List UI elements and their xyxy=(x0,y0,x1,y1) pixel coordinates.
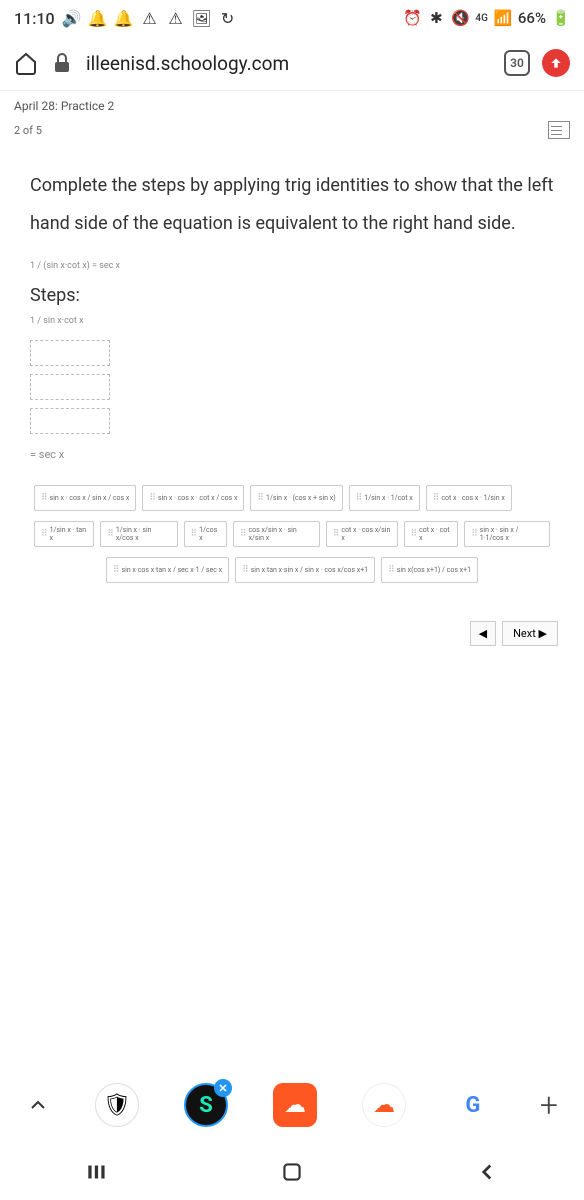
next-button[interactable]: Next ▶ xyxy=(502,621,558,646)
clock: 11:10 xyxy=(14,9,55,28)
tile[interactable]: ⠿cot x · cos x · 1/sin x xyxy=(426,485,512,511)
progress-label: 2 of 5 xyxy=(14,124,42,137)
lock-icon xyxy=(50,51,74,75)
grip-icon: ⠿ xyxy=(388,565,394,575)
grip-icon: ⠿ xyxy=(356,493,362,503)
tile[interactable]: ⠿sin x · cos x · cot x / cos x xyxy=(142,485,244,511)
step-slot[interactable] xyxy=(30,408,110,434)
step-initial: 1 / sin x·cot x xyxy=(30,316,554,326)
chevron-up-icon[interactable] xyxy=(26,1093,50,1117)
tile[interactable]: ⠿1/sin x · tan x xyxy=(34,521,94,547)
alarm-icon: ⏰ xyxy=(403,9,421,27)
tile[interactable]: ⠿sin x · sin x / 1·1/cos x xyxy=(464,521,550,547)
step-slot[interactable] xyxy=(30,374,110,400)
notif-icon-2: 🔔 xyxy=(115,9,133,27)
warning-icon-2: ⚠ xyxy=(167,9,185,27)
steps-label: Steps: xyxy=(30,285,554,306)
grip-icon: ⠿ xyxy=(107,529,113,539)
question-prompt: Complete the steps by applying trig iden… xyxy=(30,167,554,243)
tile[interactable]: ⠿1/sin x · 1/cot x xyxy=(349,485,420,511)
grip-icon: ⠿ xyxy=(149,493,155,503)
warning-icon: ⚠ xyxy=(141,9,159,27)
tile[interactable]: ⠿sin x(cos x+1) / cos x+1 xyxy=(381,557,478,583)
bluetooth-icon: ✱ xyxy=(427,9,445,27)
prev-button[interactable]: ◀ xyxy=(470,621,496,646)
app-shield-icon[interactable]: 🛡 xyxy=(95,1083,139,1127)
grip-icon: ⠿ xyxy=(411,529,417,539)
grip-icon: ⠿ xyxy=(471,529,477,539)
app-soundcloud-icon[interactable]: ☁ xyxy=(273,1083,317,1127)
tile[interactable]: ⠿sin x·cos x·tan x / sec x·1 / sec x xyxy=(106,557,229,583)
grip-icon: ⠿ xyxy=(191,529,197,539)
tile[interactable]: ⠿1/cos x xyxy=(184,521,227,547)
answer-tiles: ⠿sin x · cos x / sin x / cos x ⠿sin x · … xyxy=(34,485,550,583)
app-tray: 🛡 S ☁ ☁ G + xyxy=(0,1072,584,1138)
tile[interactable]: ⠿cos x/sin x · sin x/sin x xyxy=(233,521,320,547)
app-soundcloud-icon-2[interactable]: ☁ xyxy=(362,1083,406,1127)
grip-icon: ⠿ xyxy=(240,529,246,539)
tile[interactable]: ⠿sin x · cos x / sin x / cos x xyxy=(34,485,136,511)
notif-icon: 🔔 xyxy=(89,9,107,27)
app-google-icon[interactable]: G xyxy=(451,1083,495,1127)
battery-icon: 🔋 xyxy=(552,9,570,27)
tile[interactable]: ⠿1/sin x · (cos x + sin x) xyxy=(250,485,342,511)
tile[interactable]: ⠿cot x · cot x xyxy=(404,521,459,547)
grip-icon: ⠿ xyxy=(41,529,47,539)
image-icon: 🖼 xyxy=(193,9,211,27)
tile[interactable]: ⠿cot x · cos x/sin x xyxy=(326,521,398,547)
grip-icon: ⠿ xyxy=(433,493,439,503)
grip-icon: ⠿ xyxy=(242,565,248,575)
scroll-top-button[interactable] xyxy=(542,49,570,77)
mute-icon: 🔇 xyxy=(451,9,469,27)
back-icon[interactable] xyxy=(474,1159,500,1185)
home-icon[interactable] xyxy=(14,51,38,75)
url-text[interactable]: illeenisd.schoology.com xyxy=(86,52,492,75)
network-label: 4G xyxy=(475,13,488,24)
browser-bar: illeenisd.schoology.com 30 xyxy=(0,36,584,90)
grip-icon: ⠿ xyxy=(113,565,119,575)
page-title: April 28: Practice 2 xyxy=(0,90,584,117)
grip-icon: ⠿ xyxy=(41,493,47,503)
system-nav xyxy=(0,1144,584,1200)
step-final: = sec x xyxy=(30,448,554,461)
equation: 1 / (sin x·cot x) = sec x xyxy=(30,261,554,271)
grip-icon: ⠿ xyxy=(333,529,339,539)
tile[interactable]: ⠿sin x·tan x·sin x / sin x · cos x/cos x… xyxy=(235,557,375,583)
add-app-button[interactable]: + xyxy=(540,1086,558,1124)
sound-icon: 🔊 xyxy=(63,9,81,27)
tab-count[interactable]: 30 xyxy=(504,50,530,76)
home-nav-icon[interactable] xyxy=(279,1159,305,1185)
status-bar: 11:10 🔊 🔔 🔔 ⚠ ⚠ 🖼 ↻ ⏰ ✱ 🔇 4G 📶 66% 🔋 xyxy=(0,0,584,36)
signal-icon: 📶 xyxy=(494,9,512,27)
list-icon[interactable] xyxy=(548,121,570,139)
recents-icon[interactable] xyxy=(84,1159,110,1185)
battery-label: 66% xyxy=(518,9,546,27)
grip-icon: ⠿ xyxy=(257,493,263,503)
app-s-icon[interactable]: S xyxy=(184,1083,228,1127)
tile[interactable]: ⠿1/sin x · sin x/cos x xyxy=(100,521,177,547)
refresh-icon: ↻ xyxy=(219,9,237,27)
step-slot[interactable] xyxy=(30,340,110,366)
